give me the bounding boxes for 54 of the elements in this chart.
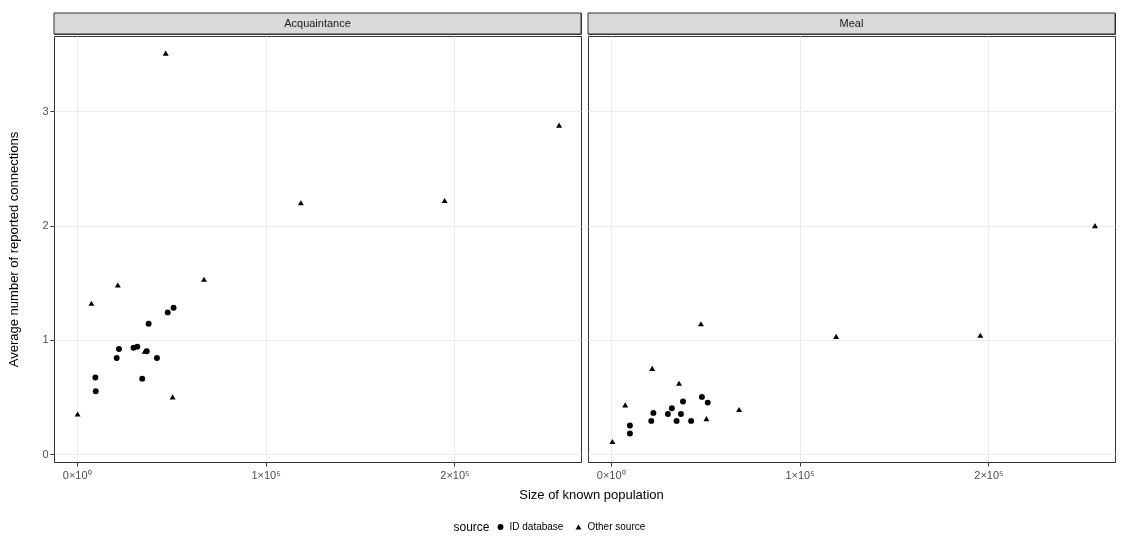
point: [626, 422, 633, 429]
x-tick-label: 0×10⁰: [62, 468, 92, 481]
x-tick-label: 0×10⁰: [596, 468, 626, 481]
point: [201, 276, 207, 282]
point: [1092, 223, 1098, 229]
point: [676, 380, 682, 386]
point: [680, 398, 686, 405]
point: [609, 438, 616, 444]
point: [153, 355, 160, 362]
x-tick-label: 1×10⁵: [251, 468, 281, 481]
point: [92, 388, 99, 395]
y-tick-label: 1: [42, 333, 49, 346]
point: [116, 345, 122, 352]
point: [164, 309, 171, 316]
point: [649, 365, 656, 371]
chart-title: Meal: [839, 17, 864, 29]
point: [650, 409, 657, 416]
point: [556, 122, 563, 128]
point: [134, 343, 141, 350]
point: [139, 375, 146, 382]
legend-label: Other source: [587, 521, 646, 532]
point: [668, 405, 675, 412]
point: [688, 417, 695, 424]
point: [145, 320, 152, 327]
y-tick-label: 0: [42, 447, 49, 460]
legend-label: ID database: [509, 521, 564, 532]
point: [704, 399, 711, 406]
point: [698, 393, 705, 400]
point: [92, 374, 99, 381]
point: [648, 417, 655, 424]
point: [114, 282, 121, 288]
x-tick-label: 2×10⁵: [440, 468, 470, 481]
y-tick-label: 3: [42, 104, 49, 117]
point: [113, 355, 120, 362]
point: [170, 304, 177, 311]
point: [88, 300, 95, 306]
y-axis-title: Average number of reported connections: [5, 131, 21, 368]
chart-title: Acquaintance: [284, 17, 351, 29]
point: [74, 411, 81, 417]
legend-title: source: [453, 520, 490, 534]
point: [833, 333, 840, 339]
x-tick-label: 1×10⁵: [785, 468, 815, 481]
point: [677, 411, 684, 417]
point: [441, 197, 448, 204]
x-axis-title: Size of known population: [519, 487, 664, 502]
point: [626, 430, 633, 437]
x-tick-label: 2×10⁵: [974, 468, 1004, 481]
point: [703, 416, 710, 422]
point: [673, 417, 680, 424]
point: [977, 332, 984, 338]
point: [664, 411, 671, 417]
point: [162, 50, 169, 56]
y-tick-label: 2: [42, 219, 49, 232]
point: [736, 406, 743, 413]
